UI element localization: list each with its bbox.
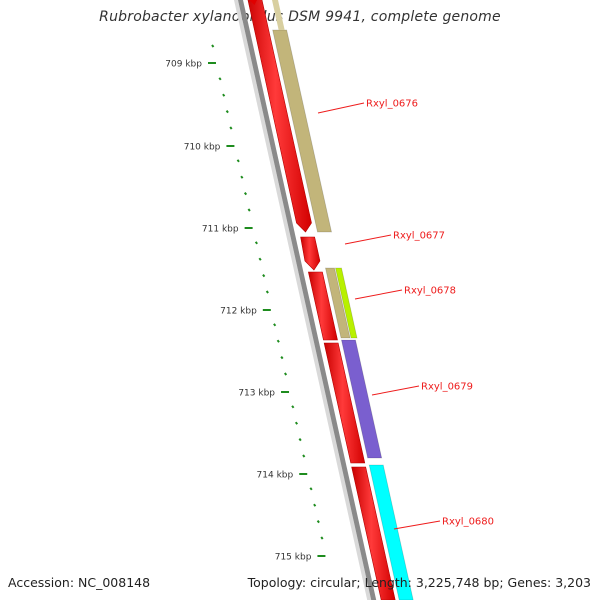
minor-tick (211, 44, 215, 48)
leader-line (393, 520, 441, 530)
genome-summary-text: Topology: circular; Length: 3,225,748 bp… (247, 575, 591, 590)
minor-tick (236, 159, 240, 163)
backbone-shadow (234, 0, 372, 600)
map-title: Rubrobacter xylanophilus DSM 9941, compl… (99, 9, 501, 25)
tick-label: 711 kbp (202, 225, 239, 235)
minor-tick (280, 356, 284, 360)
minor-tick (291, 405, 295, 409)
minor-tick (316, 519, 320, 524)
tick-label: 710 kbp (184, 143, 221, 153)
tick-label: 715 kbp (275, 553, 312, 563)
gene-block-top (272, 0, 285, 30)
tick-label: 709 kbp (165, 60, 202, 70)
label-leaders (317, 102, 441, 530)
minor-tick (225, 109, 229, 114)
backbone-line (238, 0, 377, 600)
minor-tick (247, 208, 251, 212)
accession-text: Accession: NC_008148 (8, 575, 151, 590)
minor-tick (273, 323, 277, 327)
gene-block-Rxyl_0676 (324, 267, 351, 339)
minor-tick (302, 454, 306, 458)
leader-line (354, 289, 403, 300)
feature-track (272, 0, 414, 600)
gene-block-Rxyl_0679 (340, 339, 383, 459)
minor-tick (313, 503, 317, 507)
tick-label: 714 kbp (257, 471, 294, 481)
minor-tick (218, 77, 222, 81)
cds-block (323, 342, 366, 464)
minor-tick (258, 257, 262, 261)
minor-tick (262, 274, 266, 278)
minor-tick (229, 126, 233, 130)
leader-line (371, 385, 420, 396)
ruler-labels: 709 kbp 710 kbp 711 kbp 712 kbp 713 kbp 714 k… (165, 60, 311, 563)
gene-labels: Rxyl_0676 Rxyl_0677 Rxyl_0678 Rxyl_0679 Rxyl… (366, 99, 494, 528)
backbone-group (234, 0, 377, 600)
leader-line (344, 234, 392, 245)
minor-tick (240, 175, 244, 179)
minor-tick (276, 339, 280, 343)
gene-label-Rxyl_0679: Rxyl_0679 (421, 382, 473, 393)
tick-label: 713 kbp (238, 389, 275, 399)
cds-track (247, 0, 396, 600)
gene-label-Rxyl_0676: Rxyl_0676 (366, 99, 418, 110)
cds-block (308, 271, 338, 341)
minor-tick (298, 438, 302, 442)
gene-label-Rxyl_0680: Rxyl_0680 (442, 517, 494, 528)
cds-block (300, 236, 321, 271)
ruler-ticks (207, 44, 326, 557)
cds-arrow-top (249, 0, 258, 5)
minor-tick (294, 421, 299, 425)
minor-tick (265, 290, 269, 294)
leader-line (317, 102, 365, 114)
gene-block-Rxyl_0678 (334, 267, 358, 339)
minor-tick (320, 536, 324, 540)
minor-tick (254, 241, 258, 245)
minor-tick (284, 372, 288, 376)
minor-tick (309, 487, 313, 491)
gene-label-Rxyl_0677: Rxyl_0677 (393, 231, 445, 242)
tick-label: 712 kbp (220, 307, 257, 317)
gene-block-Rxyl_0680 (368, 464, 414, 600)
minor-tick (222, 93, 226, 97)
minor-tick (243, 192, 248, 196)
cds-block (351, 466, 396, 600)
cds-block (247, 0, 312, 233)
gene-label-Rxyl_0678: Rxyl_0678 (404, 286, 456, 297)
